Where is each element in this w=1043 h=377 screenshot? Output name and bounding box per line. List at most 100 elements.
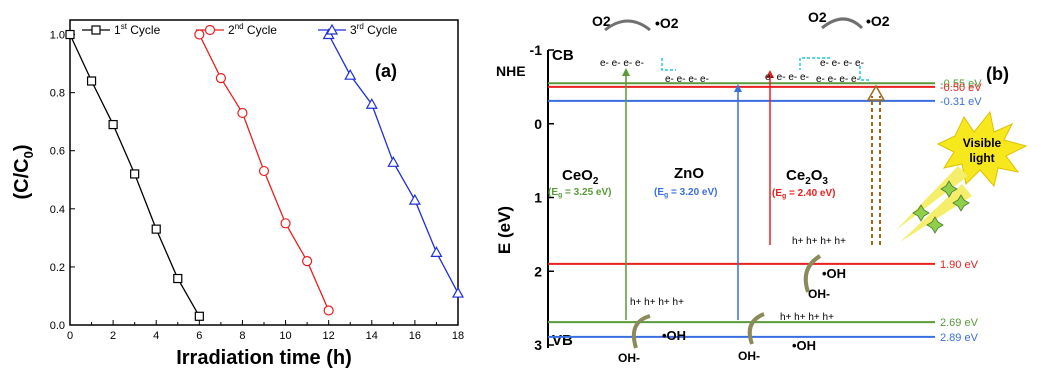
- holes-zno: h+ h+ h+ h+: [780, 312, 834, 323]
- legend-label: 2nd Cycle: [228, 22, 277, 37]
- cb-label: CB: [552, 47, 574, 64]
- legend-label: 3rd Cycle: [350, 22, 397, 37]
- ce2o3-arrow-head: [766, 70, 774, 78]
- y-tick-label: 1.0: [50, 30, 65, 42]
- y-label-sub: 0: [21, 151, 36, 158]
- y-tick-label: 0.2: [50, 262, 65, 274]
- charge-carriers: e- e- e- e- e- e- e- e- e- e- e- e- e- e…: [600, 58, 864, 323]
- x-tick-label: 10: [279, 330, 291, 342]
- oh-arrow-ce2o3: [803, 254, 822, 293]
- energy-tick-label: 1: [534, 190, 542, 206]
- data-point-square: [130, 169, 140, 179]
- light-star-2: [940, 180, 958, 198]
- series-1: [65, 29, 204, 321]
- visible-light-source: Visible light: [896, 110, 1028, 242]
- ceo2-arrow-head: [622, 68, 630, 76]
- transfer-arrow-3: [859, 66, 870, 81]
- excitation-arrows: [622, 68, 886, 320]
- y-tick-label: 0.0: [50, 320, 65, 332]
- electrons-ce2o3: e- e- e- e-: [765, 72, 809, 83]
- legend: 1st Cycle 2nd Cycle 3rd Cycle: [82, 22, 397, 37]
- data-point-circle: [302, 255, 313, 267]
- oh-minus-ce2o3: OH-: [808, 287, 830, 301]
- light-beam-2: [900, 184, 972, 242]
- electrons-top-right: e- e- e- e-: [820, 58, 864, 69]
- energy-axis-ticks: -1 0 1 2 3: [530, 42, 554, 353]
- data-point-triangle: [408, 193, 421, 205]
- transfer-arrow-2: [799, 57, 830, 70]
- data-point-circle: [237, 107, 248, 119]
- data-point-circle: [215, 72, 226, 84]
- oxygen-reactions: O2 •O2 O2 •O2: [592, 9, 890, 32]
- data-point-circle: [258, 165, 270, 177]
- x-tick-label: 8: [239, 330, 245, 342]
- x-tick-label: 2: [110, 330, 116, 342]
- vb-label: VB: [552, 332, 573, 349]
- electrons-zno: e- e- e- e-: [665, 74, 709, 85]
- x-tick-label: 0: [67, 330, 73, 342]
- energy-tick-label: 0: [534, 116, 542, 132]
- legend-entry-3: 3rd Cycle: [318, 22, 397, 37]
- oh-radical-ceo2: •OH: [662, 328, 686, 343]
- oh-radical-zno: •OH: [792, 338, 816, 353]
- zno-gap-label: (Eg = 3.20 eV): [654, 187, 717, 199]
- legend-label: 1st Cycle: [114, 22, 161, 37]
- data-point-circle: [194, 29, 205, 40]
- transfer-arrow-1: [661, 58, 676, 71]
- x-axis-label: Irradiation time (h): [176, 347, 352, 369]
- panel-label-a: (a): [375, 61, 397, 81]
- holes-ceo2: h+ h+ h+ h+: [630, 297, 684, 308]
- data-point-triangle: [344, 68, 357, 80]
- x-tick-label: 16: [409, 330, 421, 342]
- visible-light-burst: [936, 110, 1028, 188]
- ceo2-gap-label: (Eg = 3.25 eV): [548, 187, 611, 199]
- zno-label: ZnO: [674, 165, 704, 182]
- legend-entry-1: 1st Cycle: [82, 22, 161, 37]
- series-group: [65, 28, 465, 321]
- svg-text:(C/C0): (C/C0): [11, 144, 36, 199]
- visible-light-label-2: light: [969, 151, 994, 165]
- data-point-triangle: [325, 23, 339, 35]
- energy-axis-label: E (eV): [495, 206, 514, 254]
- oh-arrow-ceo2: [631, 314, 651, 349]
- oh-radical-ce2o3: •OH: [822, 266, 846, 281]
- x-tick-label: 4: [153, 330, 159, 342]
- energy-tick-label: -1: [530, 42, 543, 58]
- chart-panel-b: -1 0 1 2 3 E (eV) NHE CB VB (b) -0.55 eV-0.5…: [495, 9, 1028, 365]
- y-label-main: (C/C: [11, 158, 33, 199]
- oh-minus-ceo2: OH-: [618, 351, 640, 365]
- material-labels: CeO2 (Eg = 3.25 eV) ZnO (Eg = 3.20 eV) C…: [548, 165, 835, 200]
- oh-minus-zno: OH-: [738, 349, 760, 363]
- data-point-triangle: [430, 246, 443, 257]
- y-tick-label: 0.6: [50, 146, 65, 158]
- data-point-circle: [323, 305, 334, 316]
- o2-arrow-left: [604, 19, 651, 32]
- data-point-square: [173, 273, 183, 284]
- o2-radical-right: •O2: [866, 13, 890, 29]
- light-star-1: [912, 204, 930, 222]
- energy-level-label-5: 2.69 eV: [940, 317, 979, 329]
- visible-arrow-head: [866, 84, 886, 101]
- energy-tick-label: 3: [534, 337, 542, 353]
- data-point-square: [65, 29, 75, 40]
- x-tick-label: 6: [196, 330, 202, 342]
- electron-transfer-arrows: [661, 57, 870, 81]
- electrons-right: e- e- e- e-: [816, 74, 860, 85]
- panel-label-b: (b): [986, 64, 1009, 84]
- axis-ticks: 0 2 4 6 8 10 12 14 16 18 0.0 0.2 0.4 0.6 0.8 1.0: [50, 30, 464, 342]
- o2-arrow-right: [821, 17, 864, 30]
- y-tick-label: 0.4: [50, 204, 65, 216]
- holes-ce2o3: h+ h+ h+ h+: [792, 236, 846, 247]
- hydroxyl-reactions: OH- •OH OH- •OH OH- •OH: [618, 254, 846, 365]
- ce2o3-label: Ce2O3: [786, 167, 828, 187]
- y-axis-label: (C/C0): [11, 144, 36, 199]
- oh-arrow-zno: [747, 312, 765, 345]
- ceo2-label: CeO2: [562, 167, 599, 187]
- x-tick-label: 18: [452, 330, 464, 342]
- data-point-square: [194, 311, 204, 321]
- data-point-triangle: [365, 98, 378, 109]
- light-star-4: [952, 194, 970, 212]
- data-point-circle: [204, 24, 216, 36]
- data-point-square: [151, 224, 161, 234]
